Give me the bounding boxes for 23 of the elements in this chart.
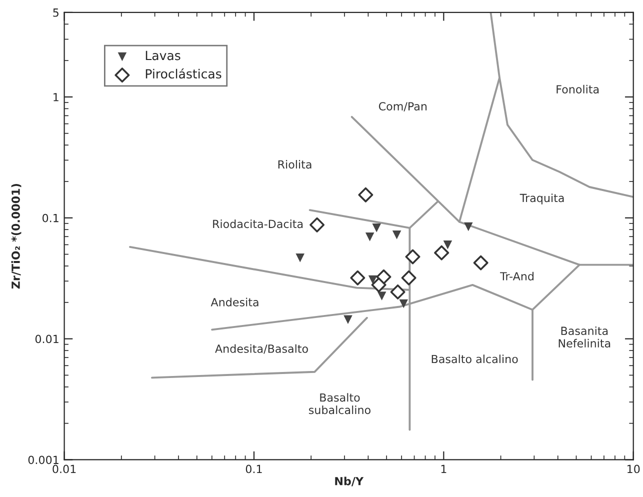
x-tick-label: 0.1	[246, 464, 262, 474]
y-tick-label: 1	[54, 93, 58, 102]
y-tick-label: 0.1	[42, 214, 58, 222]
x-tick-label: 1	[441, 464, 446, 474]
y-axis-title: Zr/TiO₂ *(0.0001)	[11, 184, 22, 289]
legend-label: Lavas	[146, 50, 180, 60]
x-axis-title: Nb/Y	[335, 476, 364, 486]
annotation: Andesita	[210, 298, 258, 306]
x-tick-label: 10	[628, 464, 640, 474]
annotation: Basalto subalcalino	[308, 393, 370, 414]
y-tick-label: 5	[53, 8, 58, 17]
annotation: Com/Pan	[378, 102, 427, 112]
legend-label: Piroclásticas	[146, 68, 222, 79]
annotation: Basanita Nefelinita	[558, 326, 610, 348]
annotation: Riodacita-Dacita	[213, 220, 303, 228]
y-tick-label: 0.001	[28, 456, 58, 464]
annotation: Traquita	[520, 194, 564, 204]
annotation: Riolita	[278, 160, 312, 169]
annotation: Tr-And	[500, 272, 534, 280]
annotation: Andesita/Basalto	[215, 344, 308, 354]
annotation: Basalto alcalino	[432, 354, 518, 364]
y-tick-label: 0.01	[35, 334, 58, 344]
annotation: Fonolita	[556, 84, 599, 94]
